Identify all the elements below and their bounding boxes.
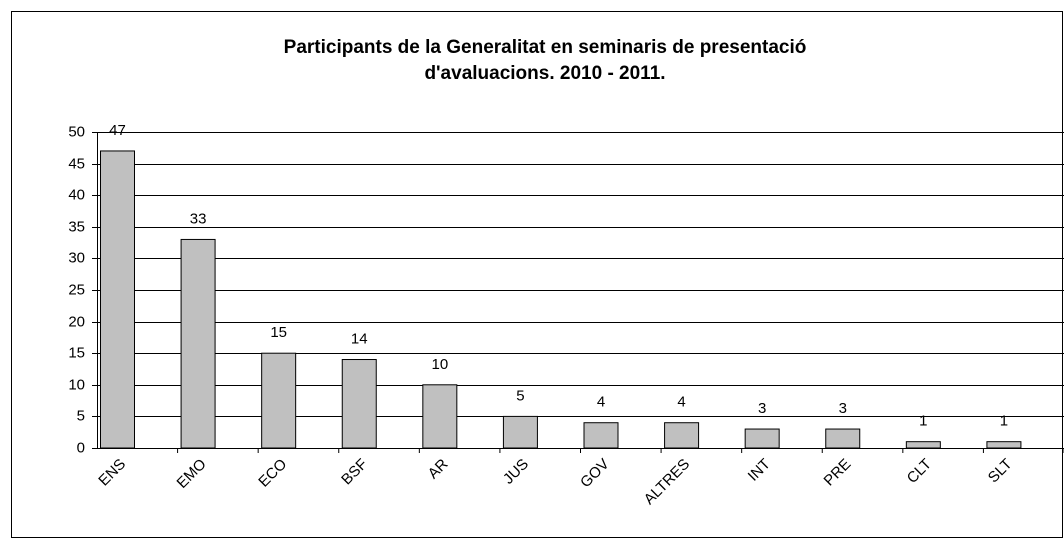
bar [744, 428, 780, 449]
value-label: 4 [597, 394, 605, 411]
y-tick-label: 20 [68, 313, 85, 330]
chart-title: Participants de la Generalitat en semina… [284, 37, 807, 58]
chart-border [11, 11, 1063, 538]
bar [825, 428, 861, 449]
bar [100, 150, 135, 449]
bar [341, 359, 377, 449]
bar [261, 352, 297, 449]
bar [180, 238, 216, 449]
y-tick-label: 35 [68, 218, 85, 235]
y-tick-label: 15 [68, 344, 85, 361]
bar [583, 422, 619, 449]
y-tick-label: 40 [68, 186, 85, 203]
bar [986, 441, 1022, 449]
value-label: 1 [919, 413, 927, 430]
bar [905, 441, 941, 449]
y-tick-label: 45 [68, 155, 85, 172]
value-label: 14 [351, 330, 368, 347]
value-label: 33 [190, 210, 207, 227]
value-label: 47 [109, 122, 126, 139]
value-label: 10 [431, 356, 448, 373]
value-label: 3 [839, 400, 847, 417]
y-tick-label: 50 [68, 123, 85, 140]
y-tick-label: 0 [77, 439, 85, 456]
y-tick-label: 5 [77, 407, 85, 424]
value-label: 5 [516, 387, 524, 404]
y-tick-label: 25 [68, 281, 85, 298]
value-label: 1 [1000, 413, 1008, 430]
y-tick-label: 10 [68, 376, 85, 393]
value-label: 15 [270, 324, 287, 341]
bar [664, 422, 700, 449]
value-label: 4 [677, 394, 685, 411]
value-label: 3 [758, 400, 766, 417]
chart-title: d'avaluacions. 2010 - 2011. [424, 63, 665, 84]
y-tick-label: 30 [68, 249, 85, 266]
bar [422, 384, 458, 449]
bar [502, 415, 538, 449]
